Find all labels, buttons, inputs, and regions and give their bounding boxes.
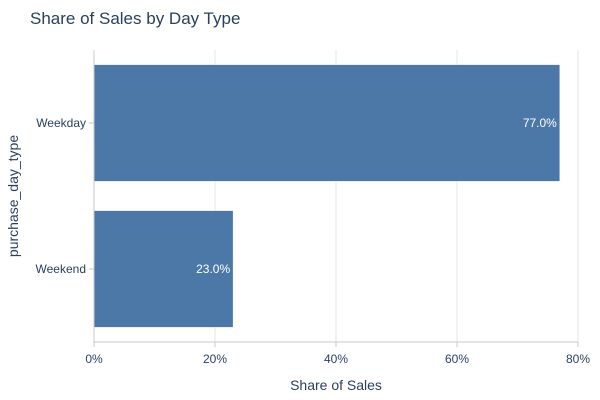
bars [93, 64, 561, 328]
x-tick-label: 80% [566, 352, 590, 366]
x-tick-label: 0% [85, 352, 103, 366]
y-tick-label: Weekday [36, 116, 86, 130]
x-axis-title: Share of Sales [290, 377, 382, 393]
chart-title: Share of Sales by Day Type [30, 9, 241, 28]
axes [89, 50, 579, 347]
data-label: 23.0% [196, 262, 230, 276]
y-tick-label: Weekend [36, 262, 86, 276]
x-tick-label: 20% [203, 352, 227, 366]
labels: 0% 20% 40% 60% 80% Weekday 77.0% Weekend 23.0% Sh… [5, 116, 590, 393]
bar-weekday [93, 64, 561, 182]
bar-weekend [93, 210, 234, 328]
data-label: 77.0% [523, 116, 557, 130]
y-axis-title: purchase_day_type [5, 135, 21, 257]
x-tick-label: 40% [324, 352, 348, 366]
x-tick-label: 60% [445, 352, 469, 366]
